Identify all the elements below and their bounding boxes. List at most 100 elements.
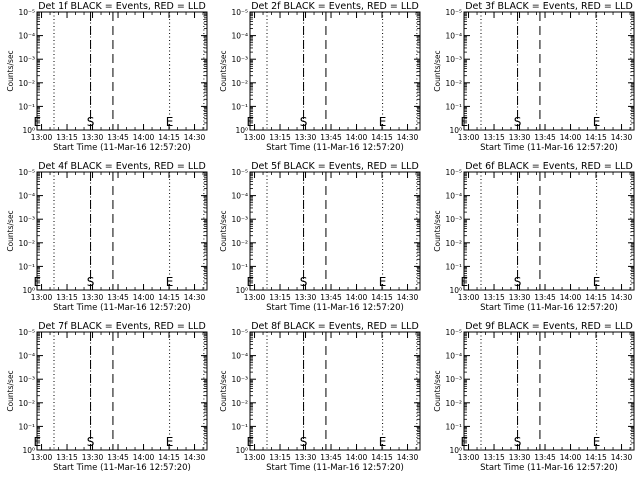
y-tick-label: 10⁻¹ [18,102,35,111]
x-tick-label: 13:00 [244,453,266,462]
y-tick-label: 10⁻² [445,239,462,248]
y-tick-label: 10⁻² [18,239,35,248]
plot-frame [463,171,635,291]
y-tick-label: 10⁻³ [18,375,35,384]
end-marker: E [33,115,41,129]
y-tick-label: 10⁻⁵ [231,8,248,17]
panel-title: Det 7f BLACK = Events, RED = LLD [38,321,206,332]
x-tick-label: 13:15 [483,293,505,302]
end-marker: E [33,275,41,289]
y-tick-label: 10⁻⁵ [18,168,35,177]
x-tick-label: 13:15 [269,453,291,462]
y-tick-label: 10⁻⁵ [445,328,462,337]
panel-title: Det 4f BLACK = Events, RED = LLD [38,161,206,172]
x-tick-label: 13:30 [509,453,531,462]
y-axis-title: Counts/sec [219,210,228,251]
panel-title: Det 2f BLACK = Events, RED = LLD [251,1,419,12]
start-marker: S [87,275,95,289]
start-marker: S [514,435,522,449]
y-tick-label: 10⁻² [18,79,35,88]
y-tick-label: 10⁻¹ [445,102,462,111]
x-tick-label: 14:30 [611,293,633,302]
x-tick-label: 14:15 [585,453,607,462]
x-tick-label: 14:15 [585,293,607,302]
x-tick-label: 13:45 [534,293,556,302]
x-tick-label: 14:00 [133,293,155,302]
end-marker: E [460,435,468,449]
y-axis-title: Counts/sec [433,50,442,91]
y-tick-label: 10⁻¹ [445,422,462,431]
x-tick-label: 13:45 [320,133,342,142]
x-tick-label: 14:00 [133,133,155,142]
x-tick-label: 14:15 [158,293,180,302]
x-tick-label: 14:00 [346,453,368,462]
end-marker: E [166,275,174,289]
end-marker: E [246,435,254,449]
x-tick-label: 13:45 [107,453,129,462]
end-marker: E [246,275,254,289]
x-axis-title: Start Time (11-Mar-16 12:57:20) [480,303,618,313]
plot-frame [36,11,208,131]
chart-panel-3: Det 3f BLACK = Events, RED = LLD 10⁰ 10⁻¹ 1… [433,1,635,153]
plot-frame [36,331,208,451]
x-tick-label: 13:00 [31,133,53,142]
y-tick-label: 10⁻⁵ [231,168,248,177]
start-marker: S [300,435,308,449]
y-tick-label: 10⁻² [445,399,462,408]
y-tick-label: 10⁰ [22,446,35,455]
x-axis-title: Start Time (11-Mar-16 12:57:20) [480,463,618,473]
end-marker: E [246,115,254,129]
y-axis-title: Counts/sec [219,50,228,91]
y-tick-label: 10⁻³ [231,215,248,224]
y-axis-title: Counts/sec [6,210,15,251]
x-tick-label: 13:00 [458,133,480,142]
x-tick-label: 13:00 [458,293,480,302]
plot-frame [249,11,421,131]
y-tick-label: 10⁰ [449,286,462,295]
x-axis-title: Start Time (11-Mar-16 12:57:20) [53,303,191,313]
y-tick-label: 10⁻¹ [231,262,248,271]
x-tick-label: 13:15 [483,133,505,142]
x-tick-label: 14:00 [133,453,155,462]
x-tick-label: 14:00 [346,133,368,142]
chart-panel-2: Det 2f BLACK = Events, RED = LLD 10⁰ 10⁻¹ 1… [219,1,421,153]
x-tick-label: 13:00 [31,453,53,462]
start-marker: S [514,115,522,129]
y-tick-label: 10⁻² [231,79,248,88]
x-tick-label: 13:30 [509,133,531,142]
y-tick-label: 10⁻¹ [231,102,248,111]
x-tick-label: 14:15 [371,133,393,142]
y-tick-label: 10⁻¹ [18,262,35,271]
x-tick-label: 14:15 [585,133,607,142]
start-marker: S [87,115,95,129]
y-tick-label: 10⁰ [449,446,462,455]
x-tick-label: 13:00 [458,453,480,462]
x-tick-label: 14:30 [184,453,206,462]
y-axis-title: Counts/sec [219,370,228,411]
panel-title: Det 1f BLACK = Events, RED = LLD [38,1,206,12]
x-tick-label: 14:00 [346,293,368,302]
end-marker: E [33,435,41,449]
x-tick-label: 14:15 [158,133,180,142]
x-tick-label: 13:30 [82,453,104,462]
y-tick-label: 10⁻³ [445,375,462,384]
x-tick-label: 13:45 [320,453,342,462]
chart-panel-7: Det 7f BLACK = Events, RED = LLD 10⁰ 10⁻¹ 1… [6,321,208,473]
y-tick-label: 10⁻⁵ [231,328,248,337]
x-tick-label: 13:45 [534,133,556,142]
y-tick-label: 10⁰ [235,126,248,135]
end-marker: E [379,115,387,129]
x-tick-label: 13:30 [295,293,317,302]
y-axis-title: Counts/sec [6,50,15,91]
panel-title: Det 8f BLACK = Events, RED = LLD [251,321,419,332]
x-tick-label: 14:15 [371,293,393,302]
y-axis-title: Counts/sec [433,210,442,251]
y-tick-label: 10⁻² [445,79,462,88]
chart-panel-4: Det 4f BLACK = Events, RED = LLD 10⁰ 10⁻¹ 1… [6,161,208,313]
x-tick-label: 13:45 [107,133,129,142]
chart-panel-5: Det 5f BLACK = Events, RED = LLD 10⁰ 10⁻¹ 1… [219,161,421,313]
end-marker: E [379,435,387,449]
y-tick-label: 10⁻³ [18,215,35,224]
y-tick-label: 10⁻⁴ [231,352,248,361]
